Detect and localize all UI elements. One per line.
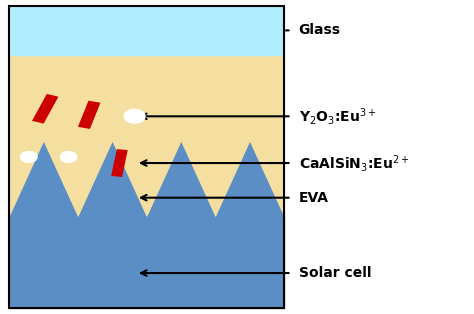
Circle shape — [60, 152, 77, 162]
Text: Glass: Glass — [299, 24, 341, 37]
Text: Y$_2$O$_3$:Eu$^{3+}$: Y$_2$O$_3$:Eu$^{3+}$ — [299, 106, 376, 127]
Text: Solar cell: Solar cell — [299, 266, 371, 280]
Bar — [9, 55, 284, 308]
Text: EVA: EVA — [299, 191, 328, 205]
Circle shape — [124, 109, 145, 123]
Polygon shape — [111, 149, 128, 177]
Circle shape — [20, 152, 37, 162]
Bar — [9, 217, 284, 308]
Bar — [9, 6, 284, 55]
Polygon shape — [9, 142, 284, 308]
Bar — [9, 6, 284, 308]
Polygon shape — [78, 100, 100, 129]
Polygon shape — [32, 94, 58, 124]
Text: CaAlSiN$_3$:Eu$^{2+}$: CaAlSiN$_3$:Eu$^{2+}$ — [299, 153, 409, 174]
